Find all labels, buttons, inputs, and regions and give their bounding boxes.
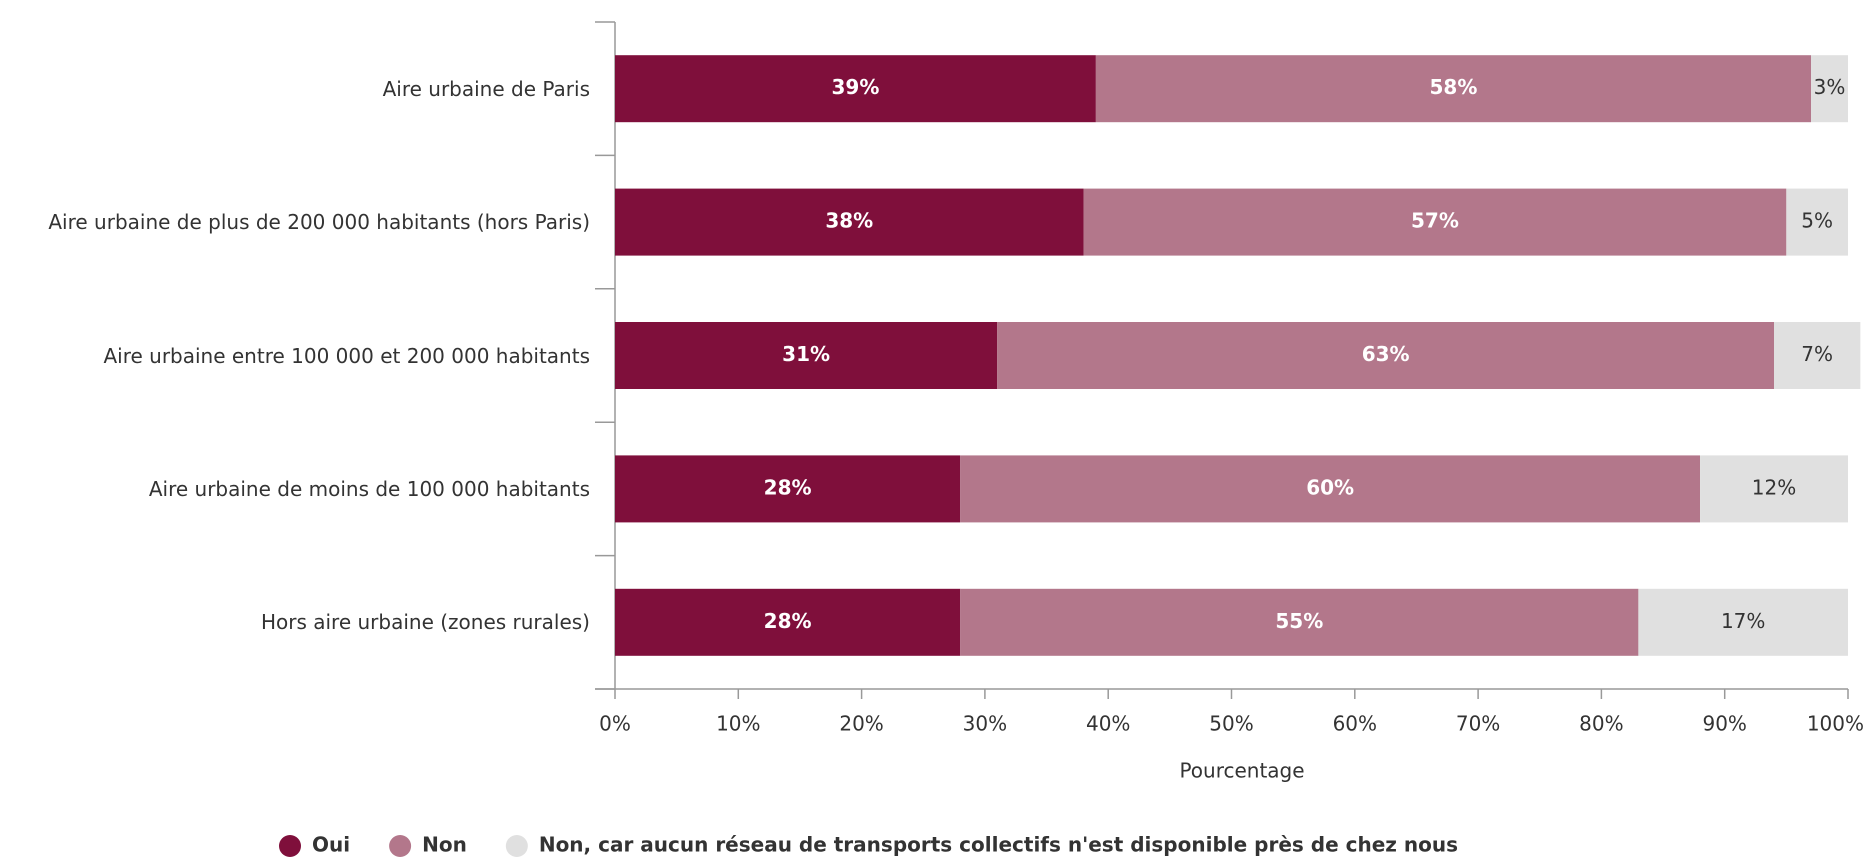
data-label: 28% <box>764 475 812 499</box>
bar-segment <box>615 588 961 656</box>
y-tick-label: Aire urbaine de Paris <box>382 76 590 101</box>
y-tick-label: Aire urbaine de moins de 100 000 habitan… <box>148 476 590 501</box>
y-tick-label: Aire urbaine de plus de 200 000 habitant… <box>48 210 590 235</box>
bar-segment <box>960 588 1639 656</box>
data-label: 57% <box>1411 209 1459 233</box>
bar-segment <box>615 322 998 389</box>
bar-segment <box>1095 55 1812 123</box>
bar-segment <box>615 188 1084 256</box>
x-tick-label: 60% <box>1333 712 1377 736</box>
y-tick-label: Hors aire urbaine (zones rurales) <box>260 610 590 635</box>
x-tick-label: 80% <box>1579 712 1623 736</box>
bar-segment <box>615 55 1096 123</box>
x-tick-label: 100% <box>1807 712 1864 736</box>
y-tick-label: Aire urbaine entre 100 000 et 200 000 ha… <box>103 343 590 368</box>
legend-label: Non <box>422 833 467 857</box>
data-label: 60% <box>1306 475 1354 499</box>
bar-segment <box>1811 55 1848 123</box>
data-label: 63% <box>1362 342 1410 366</box>
legend-swatch <box>505 835 528 857</box>
bar-segment <box>1786 188 1848 256</box>
x-tick-label: 0% <box>599 712 631 736</box>
x-tick-label: 70% <box>1456 712 1500 736</box>
legend-swatch <box>279 835 301 857</box>
legend-label: Oui <box>312 833 350 857</box>
x-tick-label: 50% <box>1209 712 1253 736</box>
x-tick-label: 30% <box>963 712 1007 736</box>
bar-segment <box>997 322 1775 389</box>
data-label: 12% <box>1752 475 1796 499</box>
x-tick-label: 20% <box>839 712 883 736</box>
data-label: 7% <box>1801 342 1833 366</box>
x-axis-label: Pourcentage <box>1179 759 1304 783</box>
bar-segment <box>1700 455 1848 523</box>
data-label: 28% <box>764 609 812 633</box>
data-label: 31% <box>782 342 830 366</box>
legend-label: Non, car aucun réseau de transports coll… <box>539 833 1458 857</box>
bar-segment <box>1083 188 1787 256</box>
data-label: 5% <box>1801 209 1833 233</box>
x-tick-label: 90% <box>1702 712 1746 736</box>
bar-segment <box>1774 322 1861 389</box>
bar-segment <box>1638 588 1848 656</box>
bar-segment <box>960 455 1701 523</box>
data-label: 38% <box>825 209 873 233</box>
data-label: 39% <box>831 75 879 99</box>
x-tick-label: 40% <box>1086 712 1130 736</box>
bar-segment <box>615 455 961 523</box>
legend-swatch <box>389 835 412 857</box>
data-label: 58% <box>1430 75 1478 99</box>
data-label: 3% <box>1814 75 1846 99</box>
data-label: 17% <box>1721 609 1765 633</box>
x-tick-label: 10% <box>716 712 760 736</box>
data-label: 55% <box>1275 609 1323 633</box>
